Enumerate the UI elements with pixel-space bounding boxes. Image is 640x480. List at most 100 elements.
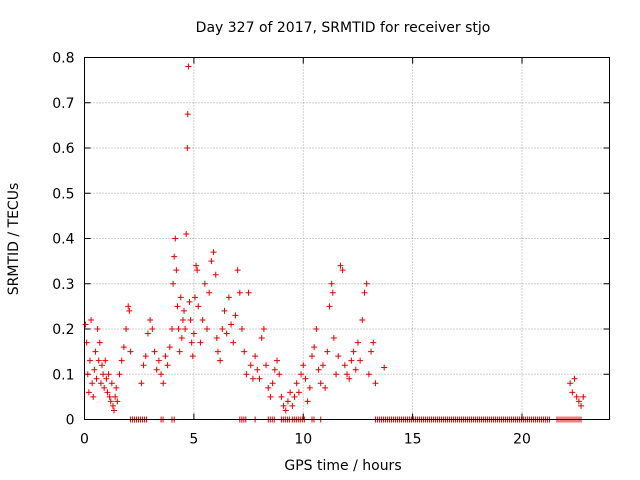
data-point: [84, 371, 91, 378]
data-point: [102, 357, 109, 364]
data-point: [190, 330, 197, 337]
data-point: [324, 348, 331, 355]
data-point: [354, 339, 361, 346]
data-point: [298, 371, 305, 378]
data-point: [193, 262, 200, 269]
data-point: [179, 316, 186, 323]
data-point: [368, 348, 375, 355]
data-point: [293, 380, 300, 387]
data-point: [575, 398, 582, 405]
data-point: [333, 371, 340, 378]
data-point: [217, 357, 224, 364]
data-point: [260, 326, 267, 332]
data-point: [239, 326, 245, 332]
data-point: [306, 384, 313, 391]
data-point: [287, 389, 294, 396]
data-point: [199, 316, 206, 323]
data-point: [241, 348, 248, 355]
data-point: [174, 303, 181, 310]
data-point: [185, 63, 192, 70]
data-point: [178, 335, 185, 342]
data-point: [184, 111, 191, 118]
y-tick-label: 0: [66, 413, 75, 429]
data-point: [236, 289, 243, 296]
data-point: [223, 330, 230, 337]
data-point: [99, 362, 105, 369]
data-point: [153, 366, 160, 373]
data-point: [191, 294, 198, 301]
chart-title: Day 327 of 2017, SRMTID for receiver stj…: [196, 20, 491, 36]
data-point: [169, 326, 175, 332]
data-point: [278, 393, 285, 400]
data-point: [109, 402, 116, 409]
data-point: [317, 380, 324, 387]
data-point: [348, 357, 355, 364]
y-tick-label: 0.3: [52, 277, 74, 293]
y-tick-label: 0.2: [52, 322, 74, 338]
data-point: [344, 371, 350, 378]
data-point: [100, 371, 107, 378]
data-point: [188, 339, 195, 346]
data-point: [173, 267, 180, 274]
y-tick-label: 0.8: [52, 51, 74, 67]
data-point: [182, 326, 189, 332]
data-point: [219, 326, 226, 332]
data-point: [113, 384, 120, 391]
data-point: [243, 371, 250, 378]
y-tick-label: 0.4: [52, 232, 74, 248]
data-point: [341, 362, 348, 369]
data-point: [225, 294, 232, 301]
data-point: [160, 380, 167, 387]
data-point: [181, 307, 188, 314]
data-point: [234, 267, 241, 274]
data-point: [127, 348, 134, 355]
data-point: [189, 353, 196, 360]
data-point: [105, 371, 112, 378]
x-tick-label: 0: [80, 432, 89, 448]
data-point: [147, 316, 154, 323]
data-point: [350, 348, 357, 355]
data-point: [184, 145, 191, 151]
data-point: [249, 375, 256, 382]
data-point: [282, 407, 289, 414]
y-tick-label: 0.5: [52, 186, 74, 202]
y-tick-labels: 0 0.1 0.2 0.3 0.4 0.5 0.6 0.7 0.8: [52, 51, 74, 429]
data-point: [302, 375, 309, 382]
data-point: [89, 380, 96, 387]
data-point: [186, 298, 193, 305]
data-point: [172, 235, 179, 242]
data-point: [92, 348, 99, 355]
data-point: [573, 393, 580, 400]
data-point: [337, 262, 344, 269]
data-point: [126, 307, 133, 314]
data-point: [365, 371, 372, 378]
data-point: [228, 321, 235, 328]
data-point: [177, 294, 184, 301]
data-point: [381, 364, 388, 371]
data-point: [276, 371, 283, 378]
data-point: [359, 316, 366, 323]
data-point: [311, 344, 318, 351]
data-point: [328, 280, 335, 287]
data-point: [149, 326, 156, 332]
data-point: [567, 380, 574, 387]
data-point: [254, 366, 261, 373]
data-point: [210, 249, 217, 256]
data-point: [256, 375, 263, 382]
data-point: [155, 357, 162, 364]
x-tick-label: 10: [294, 432, 312, 448]
data-point: [88, 316, 95, 323]
data-point: [300, 362, 307, 369]
data-point: [571, 375, 578, 382]
data-point: [271, 366, 278, 373]
data-point: [123, 326, 130, 332]
data-point: [357, 357, 364, 364]
data-point: [96, 339, 103, 346]
data-point: [94, 326, 101, 332]
data-point: [201, 280, 208, 287]
data-point: [97, 380, 104, 387]
data-point: [158, 371, 165, 378]
data-point: [106, 393, 113, 400]
data-point: [138, 380, 145, 387]
